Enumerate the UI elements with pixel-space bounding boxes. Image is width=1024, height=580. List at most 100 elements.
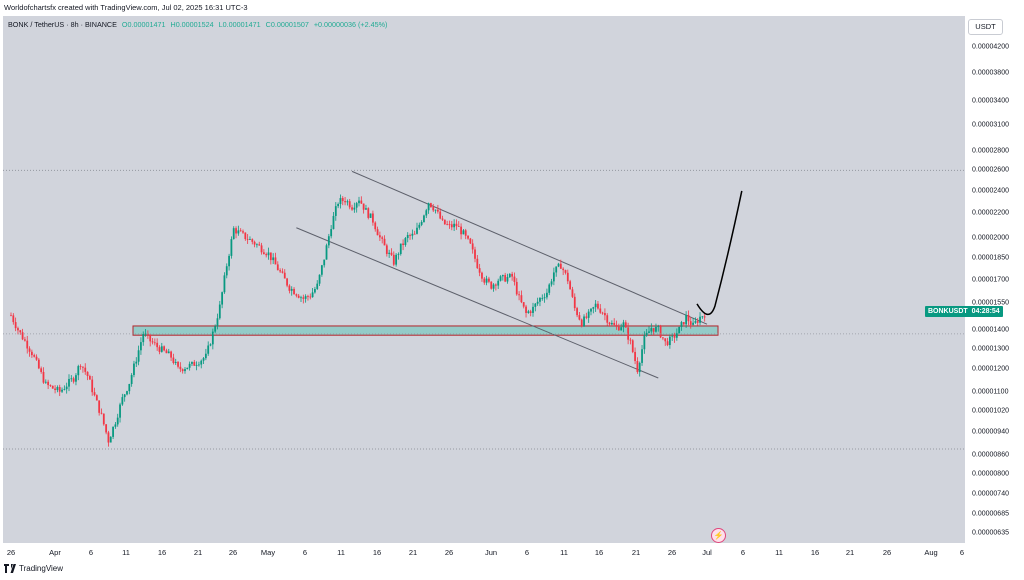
symbol-label[interactable]: BONK / TetherUS · 8h · BINANCE bbox=[8, 20, 117, 29]
x-tick-15: 11 bbox=[560, 548, 568, 557]
candle-body-72 bbox=[177, 361, 179, 367]
candle-body-184 bbox=[436, 209, 439, 212]
candle-body-22 bbox=[61, 389, 63, 392]
candle-body-295 bbox=[694, 321, 697, 323]
candle-body-116 bbox=[279, 270, 282, 272]
candle-body-170 bbox=[404, 238, 407, 245]
candle-body-152 bbox=[362, 203, 365, 210]
candle-body-245 bbox=[578, 315, 581, 320]
candle-body-292 bbox=[687, 314, 690, 322]
candle-body-121 bbox=[290, 288, 293, 291]
candle-body-3 bbox=[17, 328, 19, 331]
y-tick-1: 0.00003800 bbox=[972, 69, 1009, 77]
candle-body-284 bbox=[668, 336, 671, 346]
candle-body-52 bbox=[130, 375, 133, 384]
candle-body-7 bbox=[26, 340, 29, 349]
candle-body-77 bbox=[188, 363, 191, 368]
x-tick-6: 26 bbox=[228, 548, 238, 557]
candle-body-143 bbox=[341, 198, 344, 202]
price-tag-symbol: BONKUSDT bbox=[928, 308, 968, 315]
x-tick-16: 16 bbox=[594, 548, 604, 557]
candle-body-29 bbox=[77, 366, 80, 376]
footer-brand-text: TradingView bbox=[19, 564, 64, 573]
candle-body-78 bbox=[191, 361, 193, 364]
candle-body-149 bbox=[355, 203, 358, 208]
candle-body-108 bbox=[260, 245, 263, 253]
low-value: L0.00001471 bbox=[218, 20, 261, 29]
candle-body-40 bbox=[102, 413, 105, 425]
candle-body-17 bbox=[49, 385, 52, 386]
candle-body-183 bbox=[434, 209, 437, 211]
candle-body-46 bbox=[116, 417, 119, 425]
x-tick-14: 6 bbox=[524, 548, 530, 557]
high-value: H0.00001524 bbox=[170, 20, 214, 29]
candle-body-255 bbox=[601, 312, 604, 314]
candle-body-229 bbox=[541, 297, 544, 299]
candle-body-279 bbox=[657, 326, 660, 327]
candle-body-147 bbox=[351, 207, 353, 210]
candle-body-84 bbox=[204, 353, 207, 359]
candle-body-109 bbox=[262, 252, 265, 255]
y-tick-0: 0.00004200 bbox=[972, 43, 1009, 51]
candle-body-210 bbox=[497, 280, 500, 286]
candle-body-26 bbox=[70, 378, 73, 380]
lightning-icon[interactable]: ⚡ bbox=[711, 528, 726, 543]
candle-body-43 bbox=[109, 436, 112, 443]
candle-body-173 bbox=[411, 233, 414, 236]
candle-body-140 bbox=[334, 206, 337, 216]
y-tick-14: 0.00001200 bbox=[972, 365, 1009, 373]
candle-body-287 bbox=[675, 333, 678, 338]
candle-body-115 bbox=[276, 264, 279, 271]
candle-body-90 bbox=[218, 304, 221, 319]
candle-body-95 bbox=[230, 239, 233, 256]
candle-body-99 bbox=[239, 230, 242, 232]
candle-body-118 bbox=[283, 272, 286, 279]
candle-body-221 bbox=[522, 302, 525, 307]
candle-body-110 bbox=[265, 254, 268, 256]
candle-body-16 bbox=[47, 381, 50, 386]
candle-body-189 bbox=[448, 224, 451, 226]
candle-body-249 bbox=[587, 311, 590, 318]
candle-body-171 bbox=[406, 235, 409, 239]
candle-body-285 bbox=[671, 335, 674, 337]
candle-body-127 bbox=[304, 296, 307, 299]
candle-body-274 bbox=[645, 332, 648, 336]
y-tick-9: 0.00001850 bbox=[972, 254, 1009, 262]
candle-body-79 bbox=[193, 361, 196, 366]
candle-body-13 bbox=[40, 368, 43, 372]
candle-body-261 bbox=[615, 324, 618, 327]
x-tick-0: 26 bbox=[6, 548, 16, 557]
y-tick-2: 0.00003400 bbox=[972, 97, 1009, 105]
x-tick-25: Aug bbox=[924, 548, 938, 557]
candle-body-158 bbox=[376, 229, 379, 236]
candle-body-134 bbox=[320, 265, 323, 275]
candle-body-75 bbox=[184, 369, 186, 372]
candle-body-91 bbox=[221, 292, 224, 305]
candle-body-215 bbox=[508, 273, 511, 278]
projection-curve bbox=[696, 190, 743, 316]
price-axis[interactable] bbox=[965, 16, 1024, 543]
currency-button[interactable]: USDT bbox=[968, 19, 1003, 35]
candle-body-177 bbox=[420, 221, 423, 225]
candle-body-103 bbox=[249, 239, 251, 240]
candle-body-142 bbox=[339, 198, 342, 205]
y-tick-21: 0.00000685 bbox=[972, 510, 1009, 517]
y-tick-16: 0.00001020 bbox=[972, 407, 1009, 415]
candle-body-226 bbox=[534, 303, 537, 307]
candle-body-206 bbox=[488, 278, 490, 282]
candle-body-175 bbox=[416, 227, 418, 234]
candle-body-64 bbox=[158, 347, 161, 352]
candle-body-98 bbox=[237, 230, 240, 234]
candle-body-241 bbox=[569, 281, 572, 290]
candle-body-262 bbox=[617, 326, 620, 331]
candle-body-117 bbox=[281, 271, 284, 273]
candle-body-260 bbox=[613, 322, 616, 325]
candle-body-126 bbox=[302, 297, 305, 299]
candle-body-153 bbox=[365, 208, 367, 210]
candle-body-197 bbox=[467, 235, 469, 239]
candle-body-104 bbox=[251, 239, 254, 242]
candle-body-254 bbox=[599, 308, 602, 313]
candle-body-41 bbox=[105, 424, 108, 433]
candle-body-113 bbox=[272, 257, 275, 261]
candle-body-294 bbox=[692, 322, 694, 325]
